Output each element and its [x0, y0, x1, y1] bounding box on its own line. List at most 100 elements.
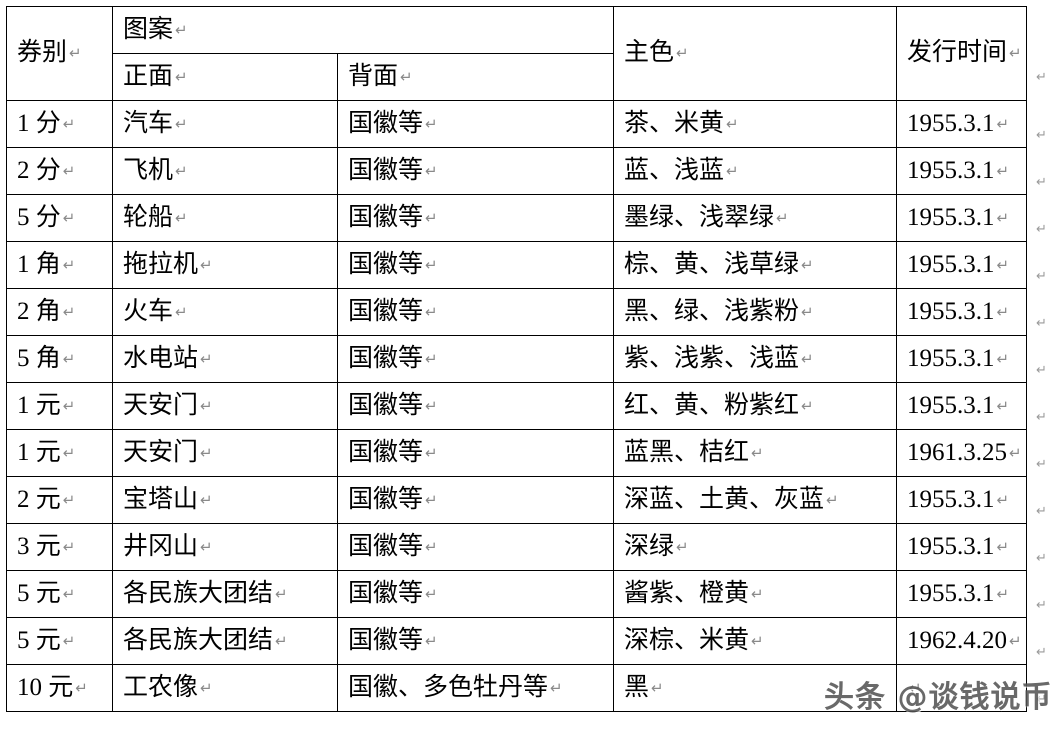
- cell-main-color: 蓝、浅蓝 ↵: [613, 147, 897, 195]
- cell-back: 国徽等 ↵: [337, 194, 614, 242]
- pilcrow-icon: ↵: [726, 161, 739, 180]
- cell-issue-date: 1955.3.1 ↵: [896, 194, 1027, 242]
- column-header-main-color: 主色 ↵: [613, 6, 897, 101]
- pilcrow-icon: ↵: [62, 349, 76, 368]
- cell-front-text: 轮船: [123, 203, 174, 231]
- pilcrow-icon: ↵: [425, 255, 438, 274]
- cell-denomination: 10 元 ↵: [6, 664, 113, 712]
- cell-main-color-text: 红、黄、粉紫红: [624, 391, 800, 419]
- pilcrow-icon: ↵: [200, 349, 213, 368]
- cell-back-text: 国徽等: [348, 297, 424, 325]
- pilcrow-icon: ↵: [175, 208, 188, 227]
- cell-issue-date-text: 1955.3.1: [907, 344, 995, 372]
- pilcrow-icon: ↵: [425, 114, 438, 133]
- pilcrow-icon: ↵: [1036, 692, 1047, 707]
- cell-issue-date-text: 1955.3.1: [907, 485, 995, 513]
- cell-issue-date: 1955.3.1 ↵: [896, 382, 1027, 430]
- cell-back: 国徽等 ↵: [337, 523, 614, 571]
- pilcrow-icon: ↵: [62, 302, 76, 321]
- column-header-pattern-group-label: 图案: [123, 15, 174, 43]
- pilcrow-icon: ↵: [425, 349, 438, 368]
- cell-front: 井冈山 ↵: [112, 523, 338, 571]
- pilcrow-icon: ↵: [1036, 457, 1047, 472]
- cell-denomination-text: 2 角: [17, 297, 61, 325]
- cell-issue-date: 1955.3.1 ↵: [896, 147, 1027, 195]
- pilcrow-icon: ↵: [175, 67, 188, 86]
- pilcrow-icon: ↵: [200, 396, 213, 415]
- table-header: 券别 ↵ 图案 ↵ 主色 ↵ 发行时间 ↵ 正面 ↵ 背面 ↵: [6, 6, 1027, 101]
- table-row: 2 角 ↵ 火车 ↵ 国徽等 ↵ 黑、绿、浅紫粉 ↵ 1955.3.1 ↵: [6, 288, 1027, 336]
- pilcrow-icon: ↵: [1009, 443, 1022, 462]
- cell-back: 国徽等 ↵: [337, 100, 614, 148]
- pilcrow-icon: ↵: [1036, 175, 1047, 190]
- pilcrow-icon: ↵: [550, 678, 563, 697]
- margin-paragraph-marks: ↵ ↵ ↵ ↵ ↵ ↵ ↵ ↵ ↵ ↵ ↵ ↵ ↵ ↵: [1036, 18, 1052, 723]
- pilcrow-icon: ↵: [1009, 44, 1022, 63]
- column-header-issue-date-label: 发行时间: [907, 39, 1008, 67]
- cell-back: 国徽等 ↵: [337, 617, 614, 665]
- cell-main-color: 深绿 ↵: [613, 523, 897, 571]
- cell-issue-date-text: 1955.3.1: [907, 297, 995, 325]
- pilcrow-icon: ↵: [425, 396, 438, 415]
- cell-denomination-text: 5 角: [17, 344, 61, 372]
- pilcrow-icon: ↵: [996, 349, 1010, 368]
- pilcrow-icon: ↵: [726, 114, 739, 133]
- pilcrow-icon: ↵: [801, 396, 814, 415]
- pilcrow-icon: ↵: [996, 584, 1010, 603]
- cell-main-color: 黑、绿、浅紫粉 ↵: [613, 288, 897, 336]
- cell-main-color-text: 墨绿、浅翠绿: [624, 203, 775, 231]
- pilcrow-icon: ↵: [425, 161, 438, 180]
- pilcrow-icon: ↵: [62, 396, 76, 415]
- cell-main-color-text: 茶、米黄: [624, 109, 725, 137]
- cell-denomination: 2 角 ↵: [6, 288, 113, 336]
- cell-denomination-text: 1 元: [17, 438, 61, 466]
- pilcrow-icon: ↵: [175, 302, 188, 321]
- column-header-pattern-group: 图案 ↵: [112, 6, 614, 54]
- pilcrow-icon: ↵: [751, 631, 764, 650]
- pilcrow-icon: ↵: [175, 114, 188, 133]
- pilcrow-icon: ↵: [801, 255, 814, 274]
- cell-issue-date-text: 1955.3.1: [907, 203, 995, 231]
- cell-denomination-text: 2 分: [17, 156, 61, 184]
- cell-back-text: 国徽等: [348, 438, 424, 466]
- pilcrow-icon: ↵: [1009, 631, 1022, 650]
- pilcrow-icon: ↵: [62, 208, 76, 227]
- cell-issue-date: 1961.3.25 ↵: [896, 429, 1027, 477]
- cell-main-color-text: 黑: [624, 673, 650, 701]
- cell-main-color-text: 深棕、米黄: [624, 626, 750, 654]
- cell-main-color-text: 棕、黄、浅草绿: [624, 250, 800, 278]
- cell-denomination: 1 元 ↵: [6, 429, 113, 477]
- cell-front-text: 各民族大团结: [123, 626, 274, 654]
- cell-back-text: 国徽等: [348, 391, 424, 419]
- cell-back: 国徽等 ↵: [337, 241, 614, 289]
- pilcrow-icon: ↵: [62, 537, 76, 556]
- cell-main-color: 深蓝、土黄、灰蓝 ↵: [613, 476, 897, 524]
- cell-main-color: 红、黄、粉紫红 ↵: [613, 382, 897, 430]
- cell-denomination-text: 3 元: [17, 532, 61, 560]
- table-body: 1 分 ↵ 汽车 ↵ 国徽等 ↵ 茶、米黄 ↵ 1955.3.1 ↵ 2 分 ↵ 飞机 ↵ 国…: [6, 100, 1027, 712]
- cell-denomination-text: 2 元: [17, 485, 61, 513]
- cell-issue-date-text: 1962.4.20: [907, 626, 1007, 654]
- cell-issue-date: 1955.3.1 ↵: [896, 570, 1027, 618]
- pilcrow-icon: ↵: [425, 584, 438, 603]
- cell-issue-date: 1955.3.1 ↵: [896, 523, 1027, 571]
- pilcrow-icon: ↵: [62, 255, 76, 274]
- cell-back-text: 国徽等: [348, 344, 424, 372]
- cell-front: 轮船 ↵: [112, 194, 338, 242]
- cell-front-text: 汽车: [123, 109, 174, 137]
- column-header-denomination-label: 券别: [17, 39, 68, 67]
- pilcrow-icon: ↵: [776, 208, 789, 227]
- cell-denomination: 5 角 ↵: [6, 335, 113, 383]
- pilcrow-icon: ↵: [425, 302, 438, 321]
- pilcrow-icon: ↵: [1036, 222, 1047, 237]
- cell-front-text: 天安门: [123, 438, 199, 466]
- pilcrow-icon: ↵: [62, 584, 76, 603]
- pilcrow-icon: ↵: [996, 537, 1010, 556]
- cell-back-text: 国徽、多色牡丹等: [348, 673, 549, 701]
- cell-denomination-text: 5 分: [17, 203, 61, 231]
- cell-main-color-text: 酱紫、橙黄: [624, 579, 750, 607]
- cell-back: 国徽等 ↵: [337, 429, 614, 477]
- cell-main-color: 蓝黑、桔红 ↵: [613, 429, 897, 477]
- cell-issue-date-text: 1955.3.1: [907, 250, 995, 278]
